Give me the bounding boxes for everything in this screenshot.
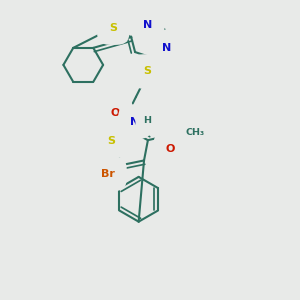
Text: N: N [162,44,172,53]
Text: N: N [130,117,140,127]
Text: O: O [166,144,175,154]
Text: CH₃: CH₃ [185,128,204,137]
Text: N: N [143,20,152,30]
Text: Br: Br [101,169,115,179]
Text: S: S [107,136,115,146]
Text: O: O [178,124,187,134]
Text: S: S [109,22,117,33]
Text: S: S [143,67,151,76]
Text: H: H [143,116,151,125]
Text: O: O [111,108,120,118]
